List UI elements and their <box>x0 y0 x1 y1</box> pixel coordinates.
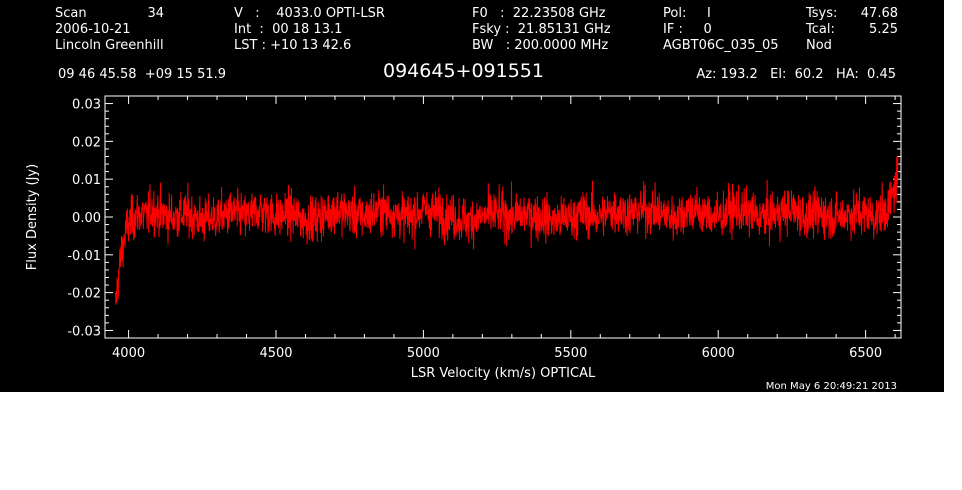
y-tick-label: 0.02 <box>72 135 101 150</box>
spectrum-trace <box>114 156 899 305</box>
velocity-readout: V : 4033.0 OPTI-LSR <box>234 6 385 21</box>
y-tick-label: -0.02 <box>67 287 101 302</box>
spectrum-chart: 4000 4500 5000 5500 6000 6500 -0.03 -0.02 -0.01 0… <box>25 95 902 392</box>
timestamp: Mon May 6 20:49:21 2013 <box>766 381 897 392</box>
y-axis-label: Flux Density (Jy) <box>25 164 40 270</box>
scan-value: 34 <box>147 6 164 21</box>
x-tick-label: 5500 <box>554 346 587 361</box>
bandwidth: BW : 200.0000 MHz <box>472 38 609 53</box>
observer-name: Lincoln Greenhill <box>55 38 164 53</box>
az-el-ha-readout: Az: 193.2 El: 60.2 HA: 0.45 <box>696 67 896 82</box>
x-tick-label: 5000 <box>407 346 440 361</box>
polarization: Pol: I <box>663 6 711 21</box>
y-tick-label: -0.03 <box>67 324 101 339</box>
x-tick-label: 6000 <box>702 346 735 361</box>
tcal-value: 5.25 <box>869 22 898 37</box>
x-tick-label: 4000 <box>112 346 145 361</box>
x-axis-label: LSR Velocity (km/s) OPTICAL <box>411 366 596 381</box>
y-tick-label: 0.03 <box>72 98 101 113</box>
if-number: IF : 0 <box>663 22 712 37</box>
source-name: 094645+091551 <box>383 60 544 82</box>
tsys-label: Tsys: <box>806 6 838 21</box>
tcal-label: Tcal: <box>806 22 835 37</box>
sky-frequency: Fsky : 21.85131 GHz <box>472 22 611 37</box>
scan-label: Scan <box>55 6 87 21</box>
rest-frequency: F0 : 22.23508 GHz <box>472 6 606 21</box>
lst-readout: LST : +10 13 42.6 <box>234 38 352 53</box>
source-coordinates: 09 46 45.58 +09 15 51.9 <box>58 67 227 82</box>
project-id: AGBT06C_035_05 <box>663 38 779 53</box>
nod-label: Nod <box>806 38 832 53</box>
y-tick-label: 0.00 <box>72 211 101 226</box>
y-tick-label: -0.01 <box>67 249 101 264</box>
y-tick-label: 0.01 <box>72 173 101 188</box>
integration-time: Int : 00 18 13.1 <box>234 22 343 37</box>
observation-date: 2006-10-21 <box>55 22 131 37</box>
x-tick-label: 6500 <box>849 346 882 361</box>
x-tick-label: 4500 <box>259 346 292 361</box>
tsys-value: 47.68 <box>860 6 898 21</box>
